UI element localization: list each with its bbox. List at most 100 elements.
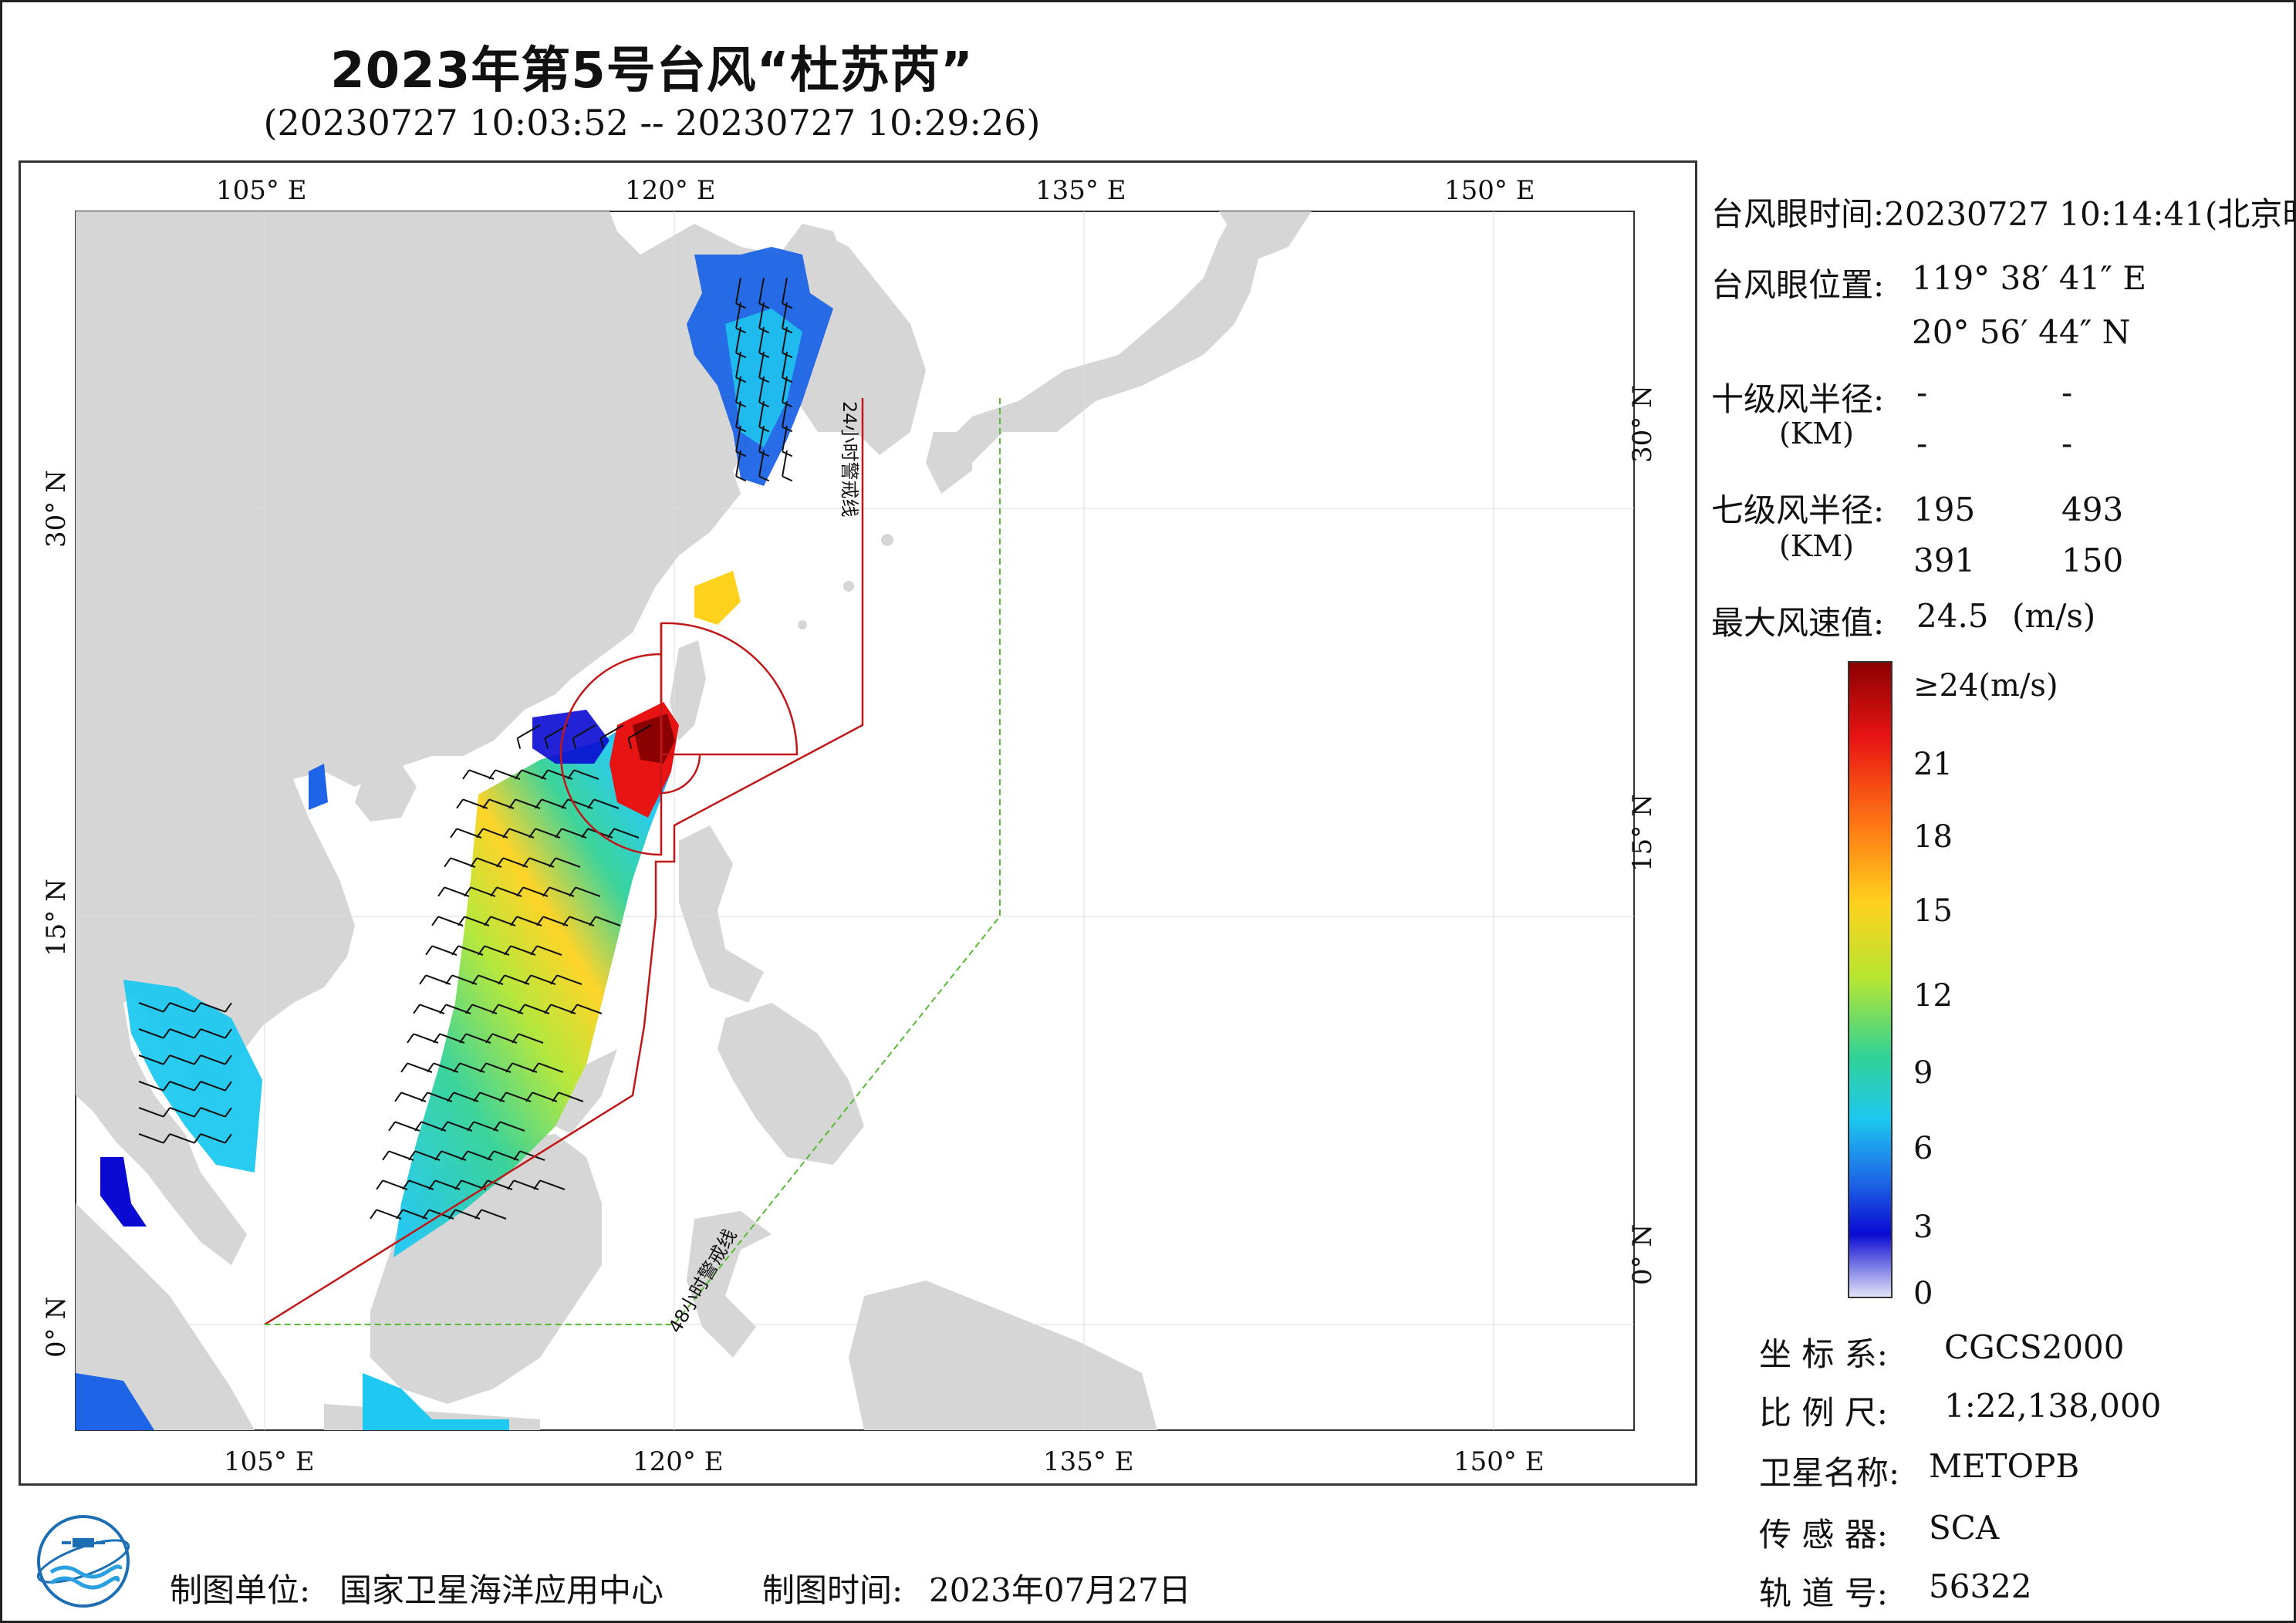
wind-barb-feather bbox=[504, 945, 512, 956]
land-sulawesi bbox=[687, 1211, 772, 1358]
org-value: 国家卫星海洋应用中心 bbox=[339, 1571, 664, 1609]
wind-barb bbox=[138, 1107, 164, 1118]
wind-barb-feather bbox=[499, 1092, 507, 1102]
lat-label-15-right: 15° N bbox=[1627, 794, 1658, 872]
wind-barb-feather bbox=[444, 857, 451, 868]
wind-barb bbox=[573, 769, 599, 780]
land-palawan bbox=[555, 1049, 617, 1134]
wind-barb-feather bbox=[413, 1004, 420, 1014]
wind-barb bbox=[575, 886, 601, 897]
wind-barb-feather bbox=[569, 886, 576, 897]
wind-barb-feather bbox=[530, 945, 538, 956]
wind-barb-feather bbox=[735, 426, 747, 433]
wind-barb-feather bbox=[587, 798, 595, 809]
r10-value-nw: - bbox=[2061, 424, 2073, 462]
nsoas-logo bbox=[36, 1515, 130, 1608]
wind-barb-feather bbox=[453, 1062, 461, 1073]
orbit-value: 56322 bbox=[1929, 1567, 2032, 1605]
wind-barb-feather bbox=[441, 1121, 448, 1132]
wind-barb-feather bbox=[516, 737, 522, 749]
wind-radius-7-sector bbox=[559, 622, 799, 856]
wind-barb bbox=[536, 945, 562, 956]
land-taiwan bbox=[670, 640, 706, 741]
wind-barb-feather bbox=[758, 426, 770, 433]
crs-value: CGCS2000 bbox=[1944, 1328, 2125, 1366]
wind-barb-feather bbox=[561, 798, 569, 809]
r10-label: 十级风半径: bbox=[1711, 380, 1885, 418]
wind-barb bbox=[613, 828, 640, 838]
wind-barb-feather bbox=[491, 1004, 499, 1014]
crs-label: 坐 标 系: bbox=[1759, 1335, 1888, 1373]
legend-tick-15: 15 bbox=[1913, 893, 1953, 929]
scale-value: 1:22,138,000 bbox=[1944, 1387, 2162, 1425]
wind-barb-feather bbox=[562, 916, 570, 926]
wind-barb-feather bbox=[490, 886, 498, 897]
wind-barb bbox=[200, 1133, 226, 1144]
legend-tick-0: 0 bbox=[1913, 1276, 1933, 1311]
wind-barb bbox=[572, 724, 596, 739]
lon-label-135-bottom: 135° E bbox=[1043, 1446, 1134, 1477]
wind-barb bbox=[758, 425, 765, 452]
wind-barb bbox=[735, 326, 741, 353]
wind-barb-feather bbox=[465, 1004, 473, 1014]
wind-barb-feather bbox=[434, 1150, 442, 1161]
wind-barb bbox=[782, 376, 788, 403]
land-philippines-south bbox=[718, 1003, 864, 1165]
wind-barb-feather bbox=[570, 1004, 578, 1014]
wind-barb-feather bbox=[782, 426, 793, 433]
warning-line-48h bbox=[265, 398, 1001, 1325]
eye-lat: 20° 56′ 44″ N bbox=[1912, 313, 2131, 351]
wind-barb-feather bbox=[225, 1081, 232, 1092]
wind-barb bbox=[758, 326, 765, 353]
land-kyushu bbox=[926, 432, 972, 494]
wind-barb-feather bbox=[376, 1179, 383, 1190]
wind-barb-feather bbox=[484, 916, 491, 926]
r7-value-nw: 150 bbox=[2061, 542, 2124, 579]
wind-barb-feather bbox=[459, 1033, 467, 1044]
scale-label: 比 例 尺: bbox=[1759, 1394, 1888, 1432]
eye-time-value: 20230727 10:14:41(北京时) bbox=[1884, 195, 2296, 233]
wind-barb bbox=[169, 1028, 195, 1039]
wind-barb-feather bbox=[493, 1121, 501, 1132]
wind-barb-feather bbox=[439, 1004, 447, 1014]
wind-barb-feather bbox=[225, 1002, 232, 1013]
swath-malacca bbox=[100, 1157, 147, 1227]
wind-barb-feather bbox=[445, 974, 453, 985]
max-wind-unit: (m/s) bbox=[2012, 597, 2096, 635]
wind-barb-feather bbox=[225, 1054, 232, 1065]
wind-barb-feather bbox=[735, 450, 747, 457]
wind-barb-feather bbox=[552, 1092, 559, 1102]
wind-barb bbox=[200, 1081, 226, 1092]
land-luzon bbox=[679, 825, 764, 1003]
r7-value-sw: 391 bbox=[1913, 542, 1976, 579]
sensor-label: 传 感 器: bbox=[1759, 1516, 1888, 1554]
wind-barb-feather bbox=[607, 828, 615, 838]
wind-barb-feather bbox=[508, 798, 516, 809]
wind-barb bbox=[558, 1092, 584, 1102]
wind-barb-feather bbox=[735, 376, 747, 383]
wind-barb bbox=[200, 1107, 226, 1118]
wind-barb-feather bbox=[464, 886, 471, 897]
wind-barb-feather bbox=[758, 327, 770, 334]
wind-barb-feather bbox=[627, 737, 633, 749]
land-japan bbox=[941, 211, 1265, 478]
wind-barb-feather bbox=[194, 1107, 201, 1118]
wind-barb-feather bbox=[599, 737, 605, 749]
wind-barb bbox=[169, 1002, 195, 1013]
wind-barb-feather bbox=[488, 769, 496, 780]
wind-barb-feather bbox=[382, 1150, 390, 1161]
wind-barb-feather bbox=[471, 974, 479, 985]
wind-barb-feather bbox=[433, 1033, 441, 1044]
wind-barb bbox=[539, 1179, 566, 1190]
wind-barb bbox=[200, 1028, 226, 1039]
wind-barb-feather bbox=[550, 974, 558, 985]
wind-barb-feather bbox=[735, 327, 747, 334]
wind-barb bbox=[169, 1107, 195, 1118]
lat-label-15-left: 15° N bbox=[41, 879, 72, 957]
lon-label-120-top: 120° E bbox=[625, 175, 716, 206]
r10-value-sw: - bbox=[1916, 424, 1928, 462]
wind-barb-feather bbox=[408, 1150, 416, 1161]
lat-label-30-left: 30° N bbox=[41, 470, 72, 548]
land-sumatra bbox=[76, 1203, 255, 1430]
